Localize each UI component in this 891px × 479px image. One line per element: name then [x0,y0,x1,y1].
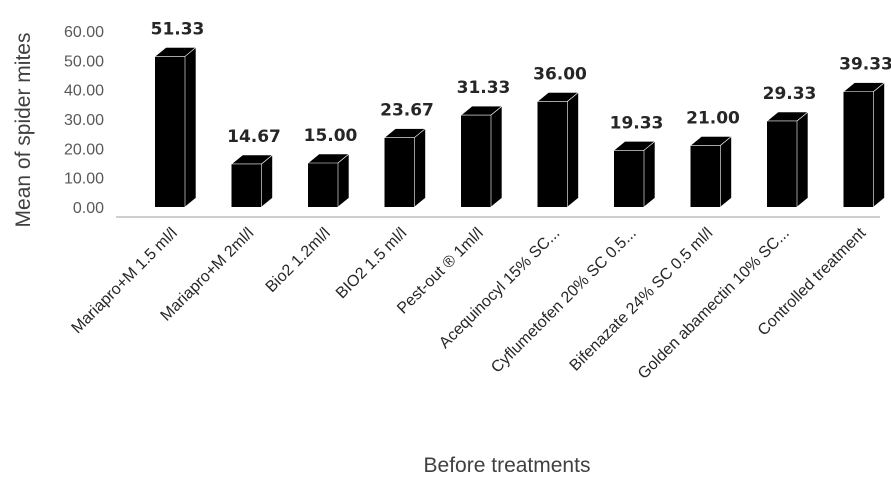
y-tick-label: 30.00 [64,112,104,129]
y-axis-ticks: 0.00 10.00 20.00 30.00 40.00 50.00 60.00 [64,24,104,217]
bar-front-face [843,91,874,207]
bar-front-face [614,150,644,207]
data-label: 23.67 [380,101,434,121]
bar-front-face [155,56,185,207]
data-label: 51.33 [151,19,205,39]
bar [230,154,274,208]
y-tick-label: 0.00 [73,200,104,217]
bar [383,127,427,208]
bar-side-face [720,135,732,208]
bar-front-face [767,120,797,207]
x-tick-label: Golden abamectin 10% SC... [635,225,793,383]
data-label: 29.33 [763,84,817,104]
y-tick-label: 40.00 [64,83,104,100]
data-label: 19.33 [610,113,664,133]
data-label: 36.00 [533,64,587,84]
y-tick-label: 10.00 [64,171,104,188]
x-tick-label: BIO2 1.5 ml/l [333,225,410,302]
bar-front-face [231,163,262,207]
data-label: 14.67 [227,127,281,147]
bar [536,91,580,208]
data-labels: 51.33 14.67 15.00 23.67 31.33 36.00 19.33 21.00… [151,19,891,147]
bar [460,105,503,208]
bar [689,135,733,208]
y-tick-label: 50.00 [64,53,104,70]
y-tick-label: 60.00 [64,24,104,41]
bar-side-face [337,153,350,208]
bar-side-face [261,154,273,208]
x-tick-label: Cyflumetofen 20% SC 0.5... [488,225,640,377]
bar-side-face [490,105,503,208]
data-label: 15.00 [304,126,358,146]
y-axis-title: Mean of spider mites [12,33,35,228]
bar-side-face [184,46,197,208]
x-axis-title: Before treatments [424,454,591,477]
bar-side-face [643,140,656,208]
bar-front-face [690,145,721,207]
bar [842,81,886,208]
x-tick-label: Bio2 1.2ml/l [263,225,334,296]
bar-side-face [414,127,426,208]
bar-front-face [537,101,568,207]
data-label: 21.00 [686,108,740,128]
bar-front-face [384,137,415,207]
y-tick-label: 20.00 [64,141,104,158]
bar-front-face [308,163,338,207]
bars [154,46,886,208]
bar [154,46,197,208]
bar [766,111,809,208]
bar [307,153,350,208]
bar-front-face [461,115,491,207]
bar-side-face [873,81,885,208]
x-tick-label: Bifenazate 24% SC 0.5 ml/l [567,225,717,375]
data-label: 31.33 [457,78,511,98]
bar-side-face [796,111,809,208]
bar [613,140,656,208]
data-label: 39.33 [839,55,891,75]
bar-side-face [567,91,579,208]
